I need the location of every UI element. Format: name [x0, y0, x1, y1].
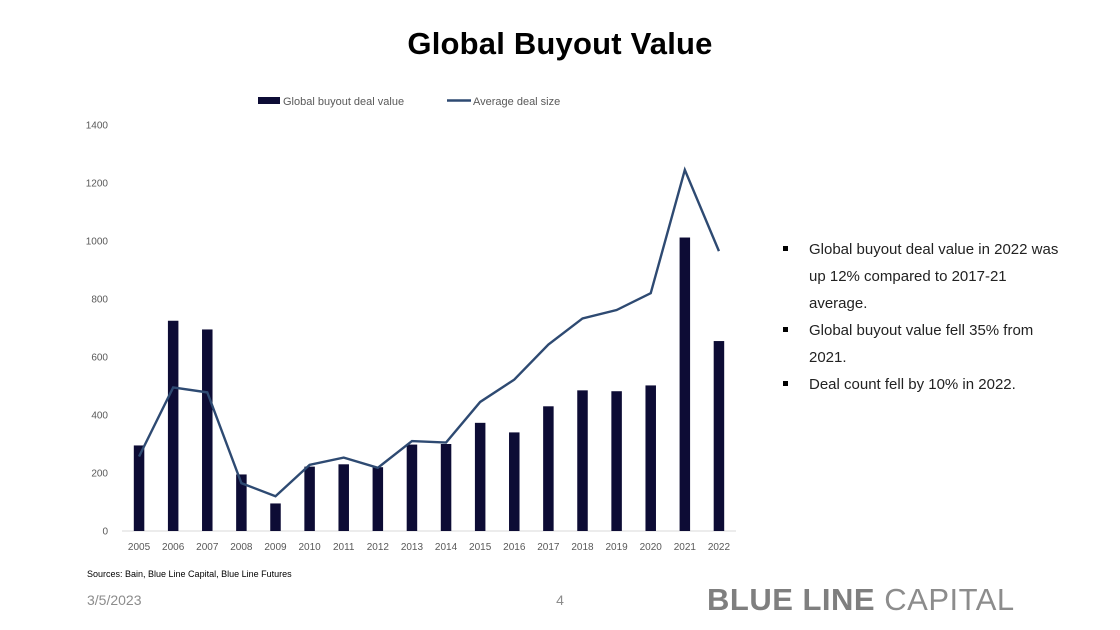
bar	[645, 385, 656, 531]
bar	[474, 422, 486, 531]
logo-strong-text: BLUE LINE	[707, 582, 876, 617]
logo-light-text: CAPITAL	[884, 582, 1015, 617]
x-tick-label: 2014	[435, 542, 458, 553]
y-tick-label: 0	[102, 527, 108, 538]
bullet-item: Deal count fell by 10% in 2022.	[780, 371, 1060, 398]
bar	[236, 474, 247, 531]
x-tick-label: 2022	[708, 542, 731, 553]
x-tick-label: 2007	[196, 542, 219, 553]
x-tick-label: 2015	[469, 542, 492, 553]
key-points-list: Global buyout deal value in 2022 was up …	[780, 236, 1060, 398]
y-tick-label: 600	[91, 353, 108, 364]
legend-label: Global buyout deal value	[283, 96, 404, 108]
bar	[440, 444, 452, 531]
y-tick-label: 200	[91, 469, 108, 480]
bar	[167, 320, 179, 531]
y-tick-label: 1400	[86, 121, 109, 132]
x-tick-label: 2020	[640, 542, 663, 553]
bar	[406, 444, 418, 531]
bar	[543, 406, 554, 531]
slide-title: Global Buyout Value	[407, 26, 713, 61]
bar	[304, 466, 315, 531]
bar	[679, 237, 691, 531]
x-tick-label: 2019	[605, 542, 628, 553]
average-deal-size-line	[137, 166, 721, 498]
x-tick-label: 2009	[264, 542, 287, 553]
y-tick-label: 400	[91, 411, 108, 422]
bullet-item: Global buyout value fell 35% from 2021.	[780, 317, 1060, 371]
legend-swatch-bar	[258, 97, 280, 104]
y-tick-label: 800	[91, 295, 108, 306]
x-tick-label: 2021	[674, 542, 697, 553]
bar	[713, 341, 725, 531]
source-note: Sources: Bain, Blue Line Capital, Blue L…	[87, 569, 292, 579]
x-tick-label: 2016	[503, 542, 526, 553]
company-logo: BLUE LINE CAPITAL	[707, 582, 1015, 618]
y-tick-label: 1000	[86, 237, 109, 248]
legend-label: Average deal size	[473, 96, 560, 108]
x-tick-label: 2018	[571, 542, 594, 553]
page-number: 4	[556, 592, 564, 608]
x-tick-label: 2010	[298, 542, 321, 553]
bar	[577, 390, 588, 531]
x-tick-label: 2006	[162, 542, 185, 553]
x-tick-label: 2005	[128, 542, 151, 553]
x-tick-label: 2012	[367, 542, 390, 553]
x-tick-label: 2017	[537, 542, 560, 553]
x-tick-label: 2008	[230, 542, 253, 553]
x-tick-label: 2011	[333, 542, 355, 553]
bar	[611, 391, 622, 531]
bar	[202, 329, 213, 531]
y-tick-label: 1200	[86, 179, 109, 190]
bullet-item: Global buyout deal value in 2022 was up …	[780, 236, 1060, 317]
x-tick-label: 2013	[401, 542, 424, 553]
bar	[270, 503, 281, 531]
bar	[509, 432, 520, 531]
bar	[338, 464, 349, 531]
bar	[133, 445, 145, 531]
bar	[372, 467, 384, 531]
slide-date: 3/5/2023	[87, 592, 142, 608]
